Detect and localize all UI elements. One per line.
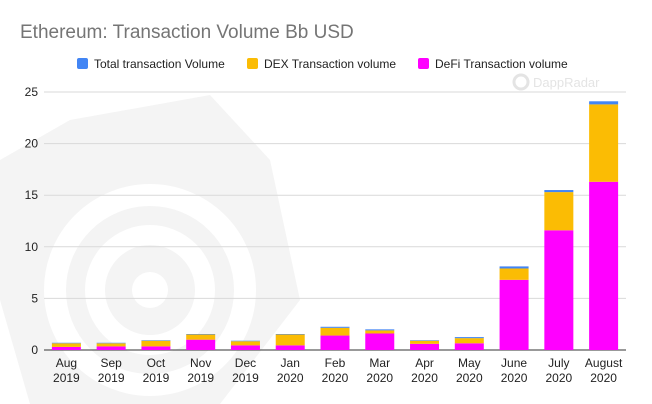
bar-segment [51, 346, 81, 350]
bar-segment [230, 340, 260, 342]
x-tick-label-month: Mar [369, 356, 390, 370]
x-tick-label-year: 2019 [98, 371, 125, 385]
legend-item: Total transaction Volume [77, 57, 225, 71]
bar-segment [454, 337, 484, 339]
bar-segment [454, 338, 484, 344]
x-tick-label-year: 2020 [501, 371, 528, 385]
legend-item: DeFi Transaction volume [418, 57, 568, 71]
brand-label: DappRadar [533, 75, 600, 90]
bar-segment [186, 334, 216, 335]
legend-label: DeFi Transaction volume [435, 57, 568, 71]
x-tick-label-year: 2020 [277, 371, 304, 385]
y-tick-label: 5 [31, 291, 38, 305]
bar-segment [96, 346, 126, 350]
bar-segment [454, 343, 484, 350]
bar-segment [230, 345, 260, 350]
y-axis-ticks: 0 5 10 15 20 25 [25, 85, 39, 357]
x-tick-label-month: Feb [325, 356, 346, 370]
x-tick-label-year: 2019 [187, 371, 214, 385]
legend-label: DEX Transaction volume [264, 57, 396, 71]
bar-segment [141, 340, 171, 347]
y-tick-label: 25 [25, 85, 39, 99]
bar-segment [499, 279, 529, 350]
bar-segment [275, 345, 305, 350]
x-tick-label-year: 2020 [590, 371, 617, 385]
bar-segment [499, 266, 529, 269]
y-tick-label: 10 [25, 240, 39, 254]
x-tick-label-month: Sep [100, 356, 122, 370]
x-tick-label-year: 2020 [322, 371, 349, 385]
y-tick-label: 0 [31, 343, 38, 357]
x-axis-ticks: Aug2019Sep2019Oct2019Nov2019Dec2019Jan20… [53, 356, 623, 385]
bar-segment [141, 346, 171, 350]
bar-segment [320, 335, 350, 350]
x-tick-label-year: 2020 [456, 371, 483, 385]
bar-segment [51, 343, 81, 347]
bar-segment [589, 181, 619, 350]
legend-swatch [77, 58, 88, 69]
bar-segment [589, 104, 619, 182]
x-tick-label-month: Dec [235, 356, 256, 370]
dappradar-logo-icon [512, 73, 530, 91]
x-tick-label-month: Nov [190, 356, 211, 370]
bar-segment [320, 326, 350, 328]
x-tick-label-month: June [501, 356, 527, 370]
bar-segment [320, 327, 350, 336]
brand-mark: DappRadar [512, 73, 600, 91]
bar-segment [96, 342, 126, 344]
bar-segment [365, 329, 395, 331]
bar-segment [410, 340, 440, 344]
bar-segment [589, 101, 619, 105]
bar-segment [544, 192, 574, 231]
legend-item: DEX Transaction volume [247, 57, 396, 71]
bar-segment [499, 268, 529, 280]
y-tick-label: 20 [25, 137, 39, 151]
bar-segment [186, 339, 216, 350]
x-tick-label-month: July [548, 356, 569, 370]
x-tick-label-year: 2019 [53, 371, 80, 385]
legend-swatch [247, 58, 258, 69]
bar-segment [544, 230, 574, 350]
bar-segment [410, 343, 440, 350]
bar-segment [186, 334, 216, 340]
y-tick-label: 15 [25, 188, 39, 202]
bar-segment [410, 340, 440, 341]
x-tick-label-year: 2019 [232, 371, 259, 385]
x-tick-label-month: Oct [147, 356, 166, 370]
x-tick-label-month: May [458, 356, 481, 370]
bar-segment [275, 334, 305, 335]
x-tick-label-year: 2020 [411, 371, 438, 385]
x-tick-label-month: Jan [281, 356, 300, 370]
legend: Total transaction Volume DEX Transaction … [77, 57, 568, 71]
x-tick-label-month: Apr [415, 356, 434, 370]
bar-segment [544, 190, 574, 193]
bar-segment [275, 334, 305, 346]
x-tick-label-year: 2020 [366, 371, 393, 385]
bar-segment [365, 330, 395, 334]
legend-label: Total transaction Volume [94, 57, 225, 71]
x-tick-label-month: August [585, 356, 623, 370]
chart-title: Ethereum: Transaction Volume Bb USD [20, 22, 354, 43]
bar-segment [365, 333, 395, 350]
x-tick-label-year: 2019 [143, 371, 170, 385]
bar-segment [230, 341, 260, 346]
bar-segment [141, 340, 171, 341]
bars [51, 101, 619, 350]
x-tick-label-year: 2020 [545, 371, 572, 385]
bar-segment [96, 343, 126, 347]
x-tick-label-month: Aug [56, 356, 77, 370]
legend-swatch [418, 58, 429, 69]
bar-segment [51, 342, 81, 344]
